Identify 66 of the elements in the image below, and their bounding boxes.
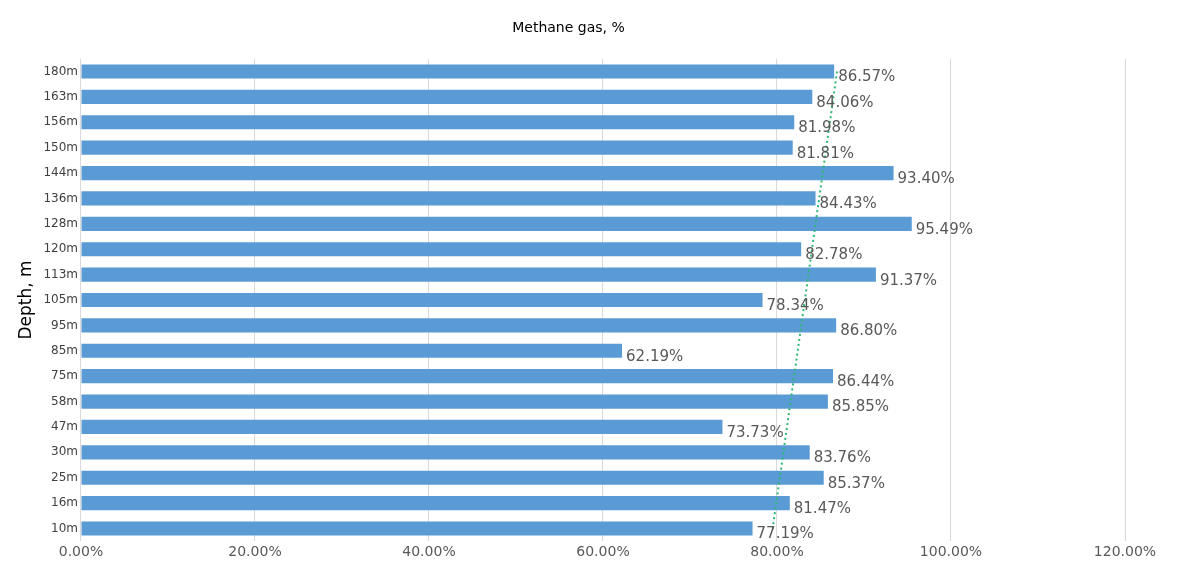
chart-title: Methane gas, %: [512, 19, 625, 36]
y-tick-label: 47m: [51, 419, 78, 434]
y-tick-label: 144m: [43, 165, 78, 180]
data-label: 73.73%: [726, 422, 784, 441]
bar: [81, 470, 824, 485]
y-tick-label: 105m: [43, 292, 78, 307]
bar: [81, 496, 790, 511]
x-tick-label: 40.00%: [402, 543, 456, 560]
bar: [81, 445, 810, 460]
data-label: 82.78%: [805, 245, 863, 264]
x-tick-label: 0.00%: [58, 543, 104, 560]
y-tick-label: 85m: [51, 342, 78, 357]
y-tick-label: 75m: [51, 368, 78, 383]
x-tick-label: 60.00%: [576, 543, 630, 560]
y-tick-label: 120m: [43, 241, 78, 256]
x-tick-label: 80.00%: [750, 543, 804, 560]
data-label: 85.37%: [827, 473, 885, 492]
bar: [81, 216, 912, 231]
y-tick-label: 180m: [43, 63, 78, 78]
data-label: 85.85%: [831, 397, 890, 416]
bar: [81, 242, 802, 257]
bar: [81, 394, 828, 409]
bar: [81, 165, 894, 181]
bar: [81, 318, 837, 333]
bar: [81, 419, 723, 435]
data-label: 62.19%: [626, 346, 684, 365]
bar: [81, 89, 813, 104]
y-tick-label: 163m: [43, 89, 78, 104]
y-tick-label: 16m: [51, 495, 78, 510]
y-tick-label: 95m: [51, 317, 78, 332]
bar: [81, 140, 793, 155]
data-label: 84.06%: [816, 92, 874, 111]
data-label: 84.43%: [819, 194, 877, 213]
y-tick-label: 136m: [43, 190, 78, 205]
x-tick-label: 100.00%: [919, 543, 983, 560]
bar: [81, 267, 876, 282]
y-tick-label: 128m: [43, 215, 78, 230]
bar: [81, 521, 753, 536]
data-label: 86.44%: [837, 372, 895, 391]
data-label: 81.98%: [798, 118, 856, 137]
bar: [81, 369, 834, 384]
data-label: 81.47%: [793, 499, 851, 518]
data-label: 91.37%: [879, 270, 938, 289]
data-label: 86.57%: [838, 67, 896, 86]
y-tick-label: 58m: [51, 393, 78, 408]
bar: [81, 292, 763, 308]
data-label: 81.81%: [796, 143, 854, 162]
bar: [81, 191, 816, 206]
y-tick-label: 25m: [51, 469, 78, 484]
bar: [81, 64, 835, 79]
data-label: 78.34%: [766, 295, 824, 314]
data-label: 77.19%: [756, 524, 814, 543]
bar: [81, 115, 795, 130]
data-label: 93.40%: [897, 168, 955, 187]
data-label: 83.76%: [813, 448, 871, 467]
data-label: 86.80%: [840, 321, 898, 340]
bar: [81, 343, 623, 358]
x-tick-label: 120.00%: [1093, 543, 1157, 560]
y-tick-label: 150m: [43, 139, 78, 154]
y-tick-label: 156m: [43, 114, 78, 129]
y-axis-title: Depth, m: [14, 260, 35, 340]
x-tick-label: 20.00%: [228, 543, 282, 560]
data-label: 95.49%: [915, 219, 973, 238]
y-tick-label: 30m: [51, 444, 78, 459]
y-tick-label: 113m: [43, 266, 78, 281]
y-tick-label: 10m: [51, 520, 78, 535]
